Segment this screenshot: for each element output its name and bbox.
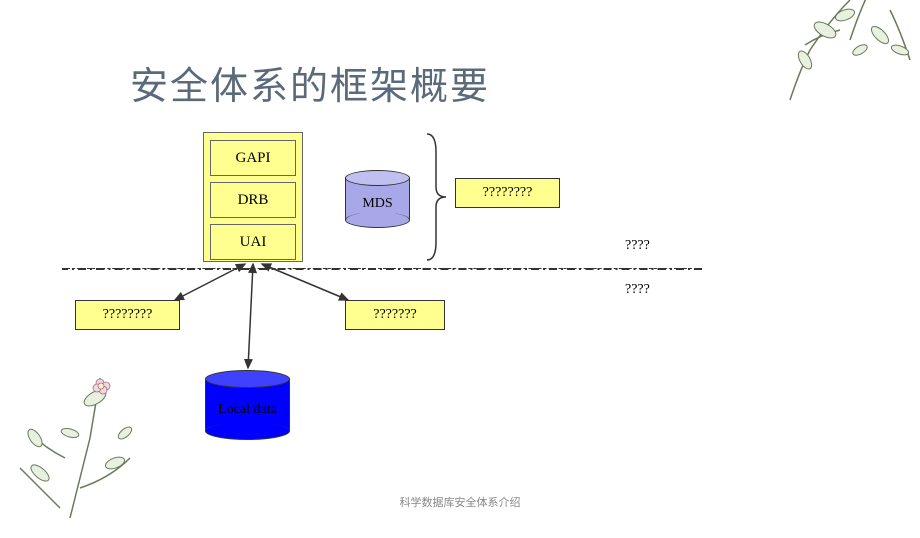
footer-text: 科学数据库安全体系介绍 <box>400 494 521 510</box>
arrow-left <box>0 0 920 518</box>
